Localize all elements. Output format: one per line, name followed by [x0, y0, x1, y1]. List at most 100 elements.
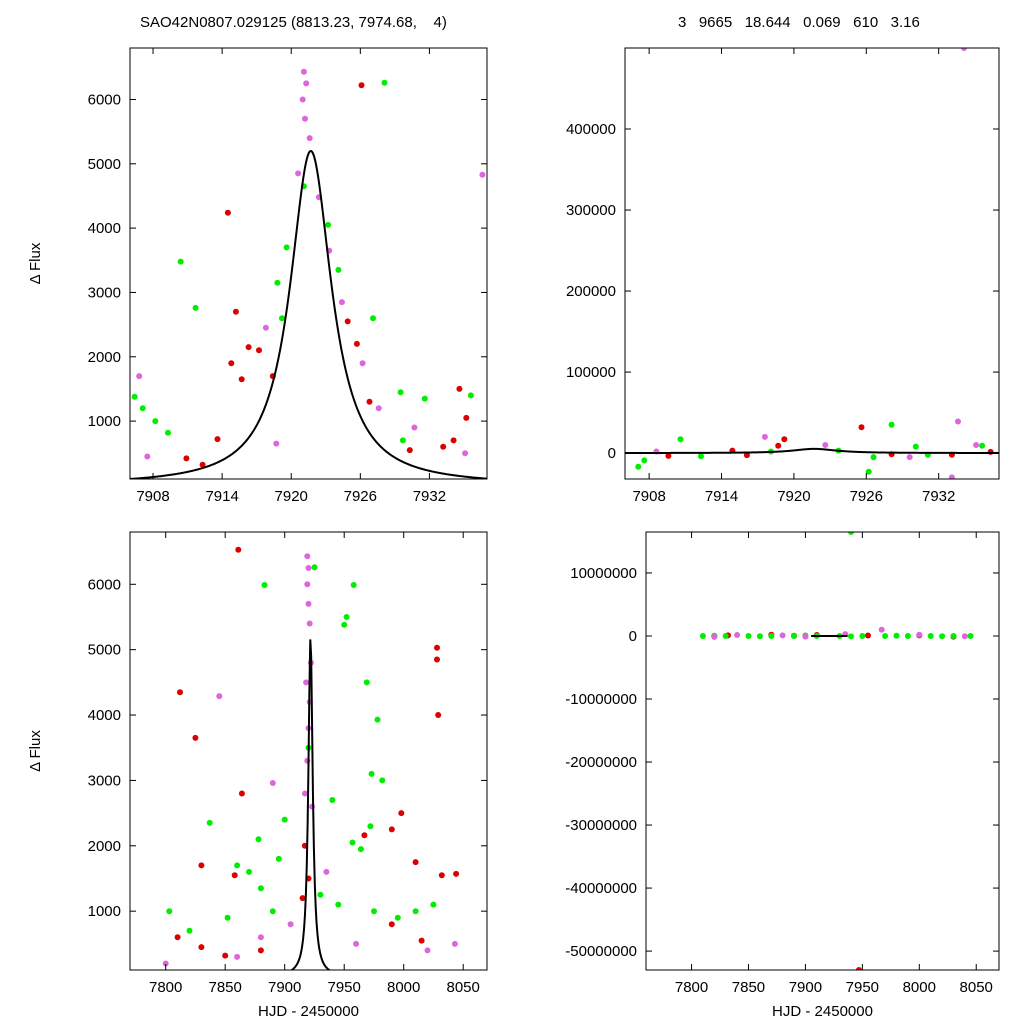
x-tick-label: 8000	[903, 979, 936, 996]
y-tick-label: 6000	[88, 576, 121, 593]
data-point	[235, 546, 242, 553]
x-tick-label: 7900	[268, 979, 301, 996]
data-point	[317, 891, 324, 898]
data-point	[440, 443, 447, 450]
y-tick-label: 2000	[88, 838, 121, 855]
data-point	[305, 600, 312, 607]
data-point	[370, 315, 376, 322]
data-point	[199, 461, 206, 468]
data-point	[144, 453, 151, 460]
data-point	[453, 870, 460, 877]
plot-frame	[624, 47, 1000, 480]
x-tick-label: 7850	[209, 979, 242, 996]
data-point	[304, 553, 311, 560]
y-tick-label: -10000000	[565, 691, 637, 708]
x-tick-label: 7926	[850, 488, 883, 505]
data-point	[301, 790, 308, 797]
data-point	[192, 734, 199, 741]
data-point	[325, 221, 332, 228]
data-point	[870, 454, 877, 461]
data-point	[224, 914, 231, 921]
x-tick-label: 7932	[922, 488, 955, 505]
data-point	[791, 633, 797, 639]
y-tick-label: 0	[629, 628, 637, 645]
y-tick-label: 5000	[88, 156, 121, 173]
data-point	[430, 901, 437, 908]
y-tick-label: -30000000	[565, 817, 637, 834]
data-point	[304, 581, 311, 588]
data-point	[228, 360, 235, 367]
data-point	[136, 373, 143, 380]
data-point	[948, 474, 955, 479]
x-tick-label: 7914	[205, 488, 238, 505]
data-point	[973, 442, 980, 448]
data-point	[306, 620, 313, 627]
data-point	[152, 418, 159, 425]
data-point	[341, 621, 348, 628]
data-point	[855, 967, 862, 970]
data-point	[358, 82, 365, 89]
data-point	[269, 908, 276, 915]
data-point	[245, 344, 252, 351]
x-tick-label: 7950	[846, 979, 879, 996]
y-tick-label: 4000	[88, 707, 121, 724]
data-point	[388, 921, 395, 928]
data-point	[174, 934, 181, 941]
data-point	[302, 115, 308, 122]
data-point	[344, 318, 351, 325]
data-point	[311, 564, 318, 571]
data-point	[878, 626, 885, 633]
data-point	[418, 937, 425, 944]
y-tick-label: 0	[608, 445, 616, 462]
data-point	[434, 644, 440, 651]
x-tick-label: 7908	[632, 488, 665, 505]
x-axis-label: HJD - 2450000	[258, 1003, 359, 1020]
x-tick-label: 7926	[344, 488, 377, 505]
data-point	[261, 582, 268, 588]
data-point	[357, 846, 364, 853]
data-point	[865, 632, 871, 639]
data-point	[281, 816, 288, 823]
data-point	[246, 868, 252, 875]
data-point	[979, 442, 986, 449]
data-point	[412, 859, 419, 866]
data-point	[635, 463, 642, 470]
data-point	[451, 940, 458, 947]
data-point	[363, 679, 370, 686]
data-point	[987, 448, 994, 455]
data-point	[279, 315, 285, 322]
panel-bottom-right: 7800 7850 7900 7950 8000 8050 10000000 0 -100000…	[565, 531, 1000, 1020]
y-tick-label: 5000	[88, 642, 121, 659]
data-point	[177, 258, 184, 265]
data-point	[677, 436, 684, 443]
data-point	[367, 823, 374, 830]
x-tick-label: 7800	[149, 979, 182, 996]
data-point	[399, 437, 406, 444]
data-point	[186, 927, 193, 934]
data-point	[467, 392, 474, 399]
y-tick-label: 1000	[88, 413, 121, 430]
data-point	[238, 790, 245, 797]
plot-frame	[129, 47, 488, 480]
data-point	[232, 308, 239, 315]
data-point	[162, 960, 169, 967]
data-point	[822, 442, 829, 448]
data-point	[303, 80, 310, 87]
data-point	[398, 810, 405, 817]
chart-title-right: 3 9665 18.644 0.069 610 3.16	[678, 14, 920, 31]
data-point	[882, 633, 889, 639]
data-point	[335, 901, 342, 908]
chart-title-left: SAO42N0807.029125 (8813.23, 7974.68, 4)	[140, 14, 447, 31]
data-point	[353, 940, 360, 947]
data-point	[165, 429, 171, 436]
data-point	[283, 244, 290, 251]
data-point	[381, 79, 388, 86]
x-tick-label: 7920	[275, 488, 308, 505]
data-point	[893, 632, 900, 639]
data-point	[335, 266, 342, 273]
data-point	[300, 68, 307, 75]
data-point	[306, 135, 313, 142]
x-tick-label: 7950	[328, 979, 361, 996]
data-point	[906, 454, 913, 461]
data-point	[234, 862, 241, 869]
